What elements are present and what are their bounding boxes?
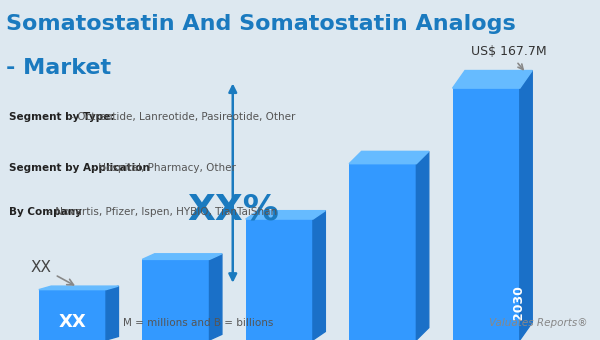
Polygon shape	[39, 286, 118, 290]
Text: - Hospital, Pharmacy, Other: - Hospital, Pharmacy, Other	[88, 163, 236, 173]
Text: - Market: - Market	[6, 58, 111, 78]
Text: - Octreotide, Lanreotide, Pasireotide, Other: - Octreotide, Lanreotide, Pasireotide, O…	[67, 112, 295, 122]
Text: Segment by Type:: Segment by Type:	[9, 112, 115, 122]
Polygon shape	[142, 254, 222, 259]
Polygon shape	[520, 70, 532, 340]
Text: Segment by Application: Segment by Application	[9, 163, 150, 173]
Text: XX%: XX%	[187, 192, 278, 226]
Text: 2030: 2030	[512, 285, 525, 320]
Bar	[349, 164, 416, 340]
Polygon shape	[106, 286, 118, 340]
Polygon shape	[452, 70, 532, 88]
Bar	[245, 219, 313, 340]
Polygon shape	[209, 254, 222, 340]
Text: XX: XX	[59, 313, 86, 332]
Polygon shape	[349, 151, 429, 164]
Polygon shape	[313, 211, 325, 340]
Bar	[452, 88, 520, 340]
Text: Somatostatin And Somatostatin Analogs: Somatostatin And Somatostatin Analogs	[6, 14, 516, 34]
Polygon shape	[416, 151, 429, 340]
Text: By Company: By Company	[9, 207, 82, 217]
Text: M = millions and B = billions: M = millions and B = billions	[123, 318, 273, 328]
Bar	[142, 259, 209, 340]
Text: US$ 167.7M: US$ 167.7M	[470, 46, 547, 69]
Polygon shape	[245, 211, 325, 219]
Bar	[39, 290, 106, 340]
Text: Valuates Reports®: Valuates Reports®	[490, 318, 588, 328]
Text: - Novartis, Pfizer, Ispen, HYBIO, TianTaiShan: - Novartis, Pfizer, Ispen, HYBIO, TianTa…	[45, 207, 277, 217]
Text: XX: XX	[31, 260, 74, 285]
